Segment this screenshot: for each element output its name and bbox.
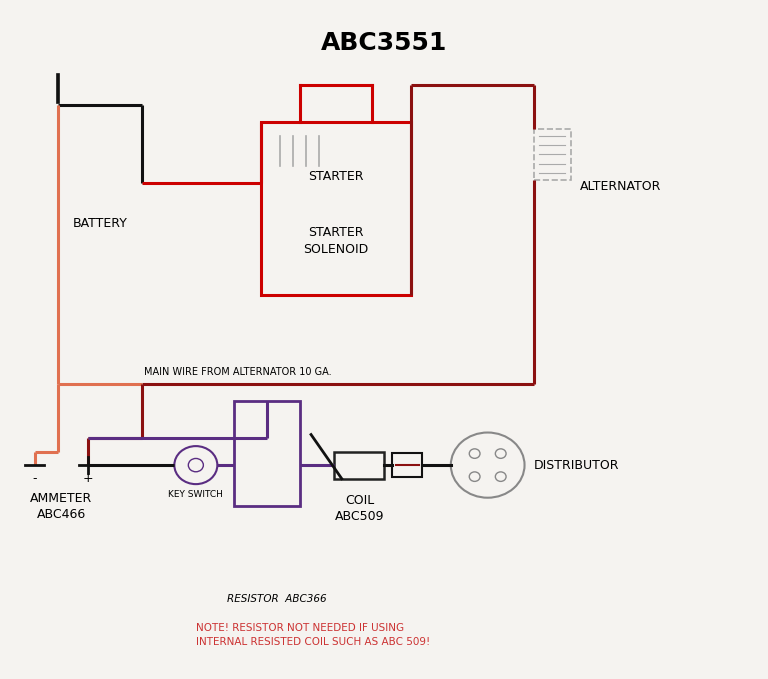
Text: ALTERNATOR: ALTERNATOR <box>580 180 661 193</box>
Text: COIL
ABC509: COIL ABC509 <box>335 494 384 524</box>
Bar <box>261 122 411 295</box>
Text: RESISTOR  ABC366: RESISTOR ABC366 <box>227 594 326 604</box>
Text: NOTE! RESISTOR NOT NEEDED IF USING
INTERNAL RESISTED COIL SUCH AS ABC 509!: NOTE! RESISTOR NOT NEEDED IF USING INTER… <box>196 623 430 647</box>
Text: -: - <box>32 472 37 485</box>
Text: KEY SWITCH: KEY SWITCH <box>168 490 223 499</box>
Bar <box>392 453 422 477</box>
Bar <box>534 129 571 180</box>
Text: +: + <box>83 472 94 485</box>
Text: MAIN WIRE FROM ALTERNATOR 10 GA.: MAIN WIRE FROM ALTERNATOR 10 GA. <box>144 367 332 377</box>
Bar <box>334 452 384 479</box>
Text: STARTER
SOLENOID: STARTER SOLENOID <box>303 226 368 256</box>
Text: DISTRIBUTOR: DISTRIBUTOR <box>534 458 619 472</box>
Text: STARTER: STARTER <box>308 170 363 183</box>
Text: ABC3551: ABC3551 <box>321 31 447 54</box>
Text: BATTERY: BATTERY <box>72 217 127 230</box>
Text: AMMETER
ABC466: AMMETER ABC466 <box>30 492 93 521</box>
Bar <box>234 401 300 506</box>
